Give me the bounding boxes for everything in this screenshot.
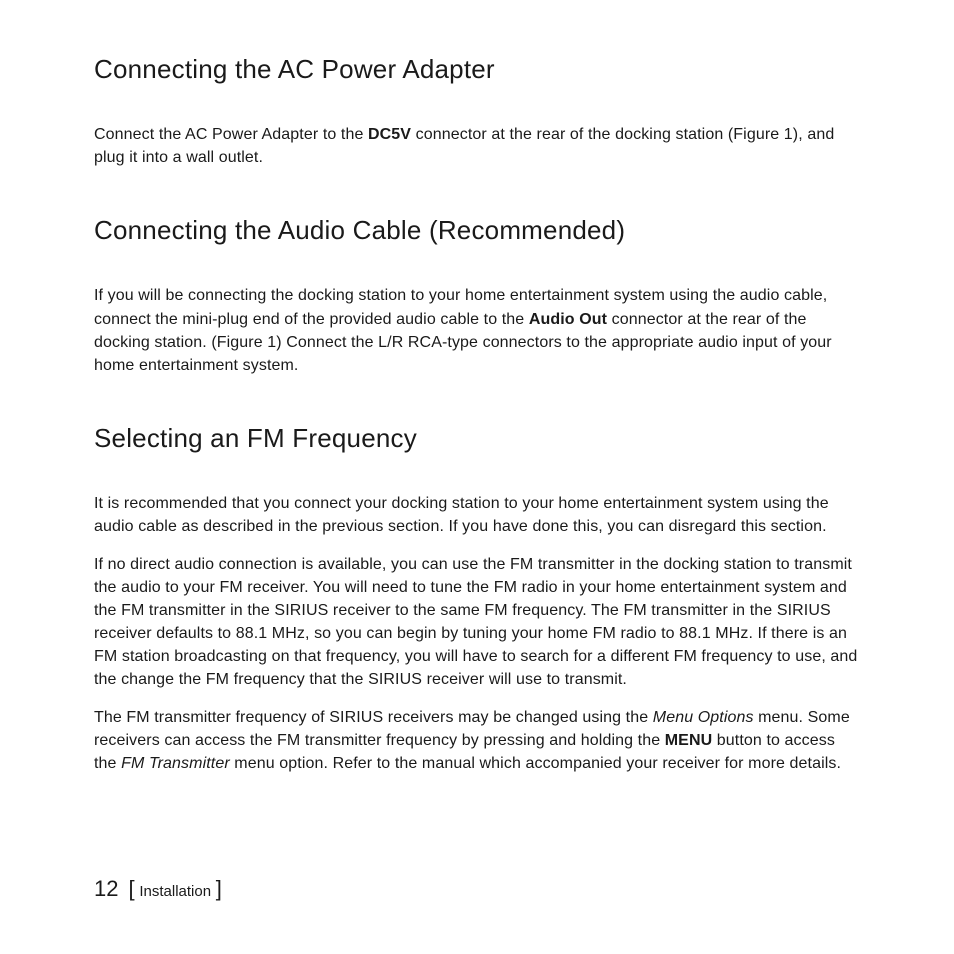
footer-bracket-group: [ Installation ] [128, 876, 221, 902]
open-bracket-icon: [ [128, 876, 134, 901]
document-body: Connecting the AC Power Adapter Connect t… [94, 54, 860, 775]
section-heading: Connecting the Audio Cable (Recommended) [94, 215, 860, 246]
text-run: If no direct audio connection is availab… [94, 556, 857, 689]
page-number: 12 [94, 876, 118, 902]
text-run: FM Transmitter [121, 755, 230, 772]
section: Connecting the AC Power Adapter Connect t… [94, 54, 860, 169]
text-run: Audio Out [529, 311, 607, 328]
body-paragraph: If no direct audio connection is availab… [94, 553, 860, 692]
body-paragraph: Connect the AC Power Adapter to the DC5V… [94, 123, 860, 169]
body-paragraph: It is recommended that you connect your … [94, 492, 860, 538]
section-heading: Connecting the AC Power Adapter [94, 54, 860, 85]
text-run: DC5V [368, 126, 411, 143]
text-run: Connect the AC Power Adapter to the [94, 126, 368, 143]
text-run: MENU [665, 732, 713, 749]
footer-section-label: Installation [139, 883, 211, 900]
section: Selecting an FM Frequency It is recommend… [94, 423, 860, 775]
text-run: The FM transmitter frequency of SIRIUS r… [94, 709, 653, 726]
text-run: It is recommended that you connect your … [94, 495, 829, 535]
section: Connecting the Audio Cable (Recommended)… [94, 215, 860, 377]
body-paragraph: If you will be connecting the docking st… [94, 284, 860, 377]
section-heading: Selecting an FM Frequency [94, 423, 860, 454]
page-footer: 12 [ Installation ] [94, 876, 222, 902]
text-run: menu option. Refer to the manual which a… [230, 755, 841, 772]
document-page: Connecting the AC Power Adapter Connect t… [0, 0, 954, 954]
body-paragraph: The FM transmitter frequency of SIRIUS r… [94, 706, 860, 776]
close-bracket-icon: ] [216, 876, 222, 901]
text-run: Menu Options [653, 709, 754, 726]
